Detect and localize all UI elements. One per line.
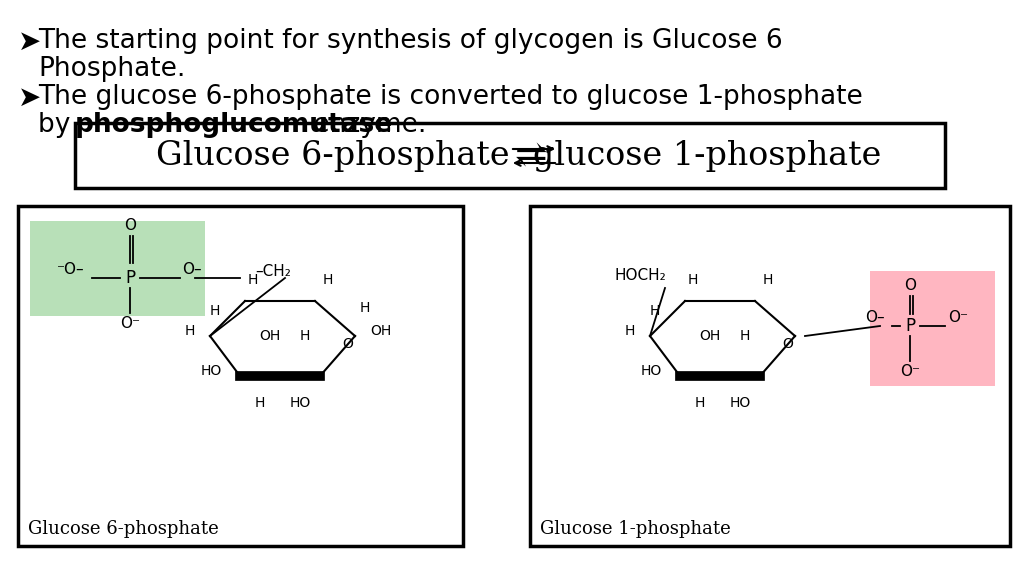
Text: HOCH₂: HOCH₂ (614, 268, 666, 283)
Text: Phosphate.: Phosphate. (38, 56, 185, 82)
Text: enzyme.: enzyme. (305, 112, 426, 138)
Text: OH: OH (370, 324, 391, 338)
Text: O: O (782, 337, 793, 351)
Text: Glucose 1-phosphate: Glucose 1-phosphate (540, 520, 731, 538)
Text: HO: HO (729, 396, 751, 410)
Text: H: H (625, 324, 635, 338)
Bar (870, 271, 995, 386)
Text: H: H (650, 304, 660, 318)
Text: O⁻: O⁻ (120, 316, 140, 331)
Text: ➤: ➤ (18, 28, 41, 56)
Text: glucose 1-phosphate: glucose 1-phosphate (534, 140, 882, 172)
Text: O: O (904, 279, 916, 294)
Text: H: H (184, 324, 195, 338)
Text: HO: HO (290, 396, 310, 410)
Text: ➤: ➤ (18, 84, 41, 112)
Text: H: H (248, 273, 258, 287)
Text: H: H (300, 329, 310, 343)
Text: O: O (124, 218, 136, 233)
Text: H: H (688, 273, 698, 287)
Bar (75, 123, 945, 188)
Bar (18, 206, 463, 546)
Text: O: O (342, 337, 353, 351)
Text: H: H (323, 273, 334, 287)
Text: OH: OH (699, 329, 721, 343)
Text: O⁻: O⁻ (948, 310, 968, 325)
Text: by: by (38, 112, 87, 138)
Text: O⁻: O⁻ (900, 363, 920, 378)
Text: OH: OH (259, 329, 281, 343)
Text: HO: HO (201, 364, 222, 378)
Text: H: H (360, 301, 371, 316)
Bar (530, 206, 1010, 546)
Text: H: H (255, 396, 265, 410)
Text: O–: O– (182, 263, 202, 278)
Text: P: P (125, 269, 135, 287)
Text: HO: HO (641, 364, 662, 378)
Text: The starting point for synthesis of glycogen is Glucose 6: The starting point for synthesis of glyc… (38, 28, 782, 54)
Text: P: P (905, 317, 915, 335)
Text: Glucose 6-phosphate: Glucose 6-phosphate (157, 140, 510, 172)
Text: Glucose 6-phosphate: Glucose 6-phosphate (28, 520, 219, 538)
Bar (30, 221, 205, 316)
Text: ⇌: ⇌ (515, 138, 548, 175)
Text: H: H (763, 273, 773, 287)
Text: The glucose 6-phosphate is converted to glucose 1-phosphate: The glucose 6-phosphate is converted to … (38, 84, 863, 110)
Text: ⁻O–: ⁻O– (57, 263, 85, 278)
Text: –CH₂: –CH₂ (255, 264, 291, 279)
Text: H: H (695, 396, 706, 410)
Text: O–: O– (865, 310, 885, 325)
Text: phosphoglucomutase: phosphoglucomutase (75, 112, 393, 138)
Text: H: H (210, 304, 220, 318)
Text: H: H (739, 329, 751, 343)
